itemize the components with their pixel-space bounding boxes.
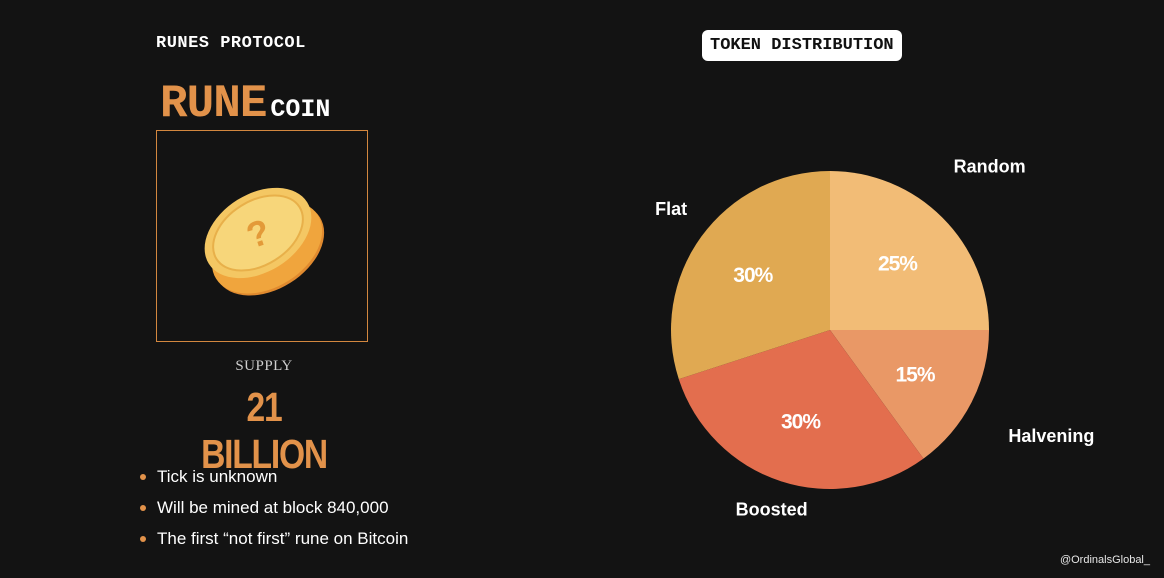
coin-name: RUNE COIN [160,78,330,130]
pie-value-label: 25% [878,253,918,276]
pie-category-label: Boosted [736,500,808,520]
page-title: RUNES PROTOCOL [156,34,306,53]
bullet-icon [140,474,146,480]
bullet-icon [140,505,146,511]
pie-category-label: Flat [655,199,687,219]
feature-list: Tick is unknown Will be mined at block 8… [140,466,408,559]
list-item: The first “not first” rune on Bitcoin [140,528,408,559]
pie-category-label: Halvening [1008,426,1094,446]
pie-value-label: 30% [733,264,773,287]
coin-image-frame: ? [156,130,368,342]
coin-question-icon: ? [204,187,325,296]
distribution-pie-chart: 25% Random 15% Halvening 30% Boosted 30% Flat [655,156,1094,520]
distribution-badge: TOKEN DISTRIBUTION [702,30,902,61]
footer-handle: @OrdinalsGlobal_ [1059,554,1150,566]
pie-slice-boosted [678,330,924,489]
feature-text: Tick is unknown [157,467,278,486]
pie-slice-flat [671,171,830,380]
supply-value: 21 BILLION [201,384,328,477]
feature-text: The first “not first” rune on Bitcoin [157,529,409,548]
list-item: Will be mined at block 840,000 [140,497,408,528]
pie-category-label: Random [954,156,1026,176]
coin-name-primary: RUNE [160,78,267,130]
pie-value-label: 30% [781,411,821,434]
pie-value-label: 15% [895,363,935,386]
pie-slice-random [830,171,989,330]
supply-label: SUPPLY [235,358,293,374]
pie-slice-halvening [830,330,989,459]
coin-name-secondary: COIN [270,95,331,124]
list-item: Tick is unknown [140,466,408,497]
feature-text: Will be mined at block 840,000 [157,498,389,517]
bullet-icon [140,536,146,542]
